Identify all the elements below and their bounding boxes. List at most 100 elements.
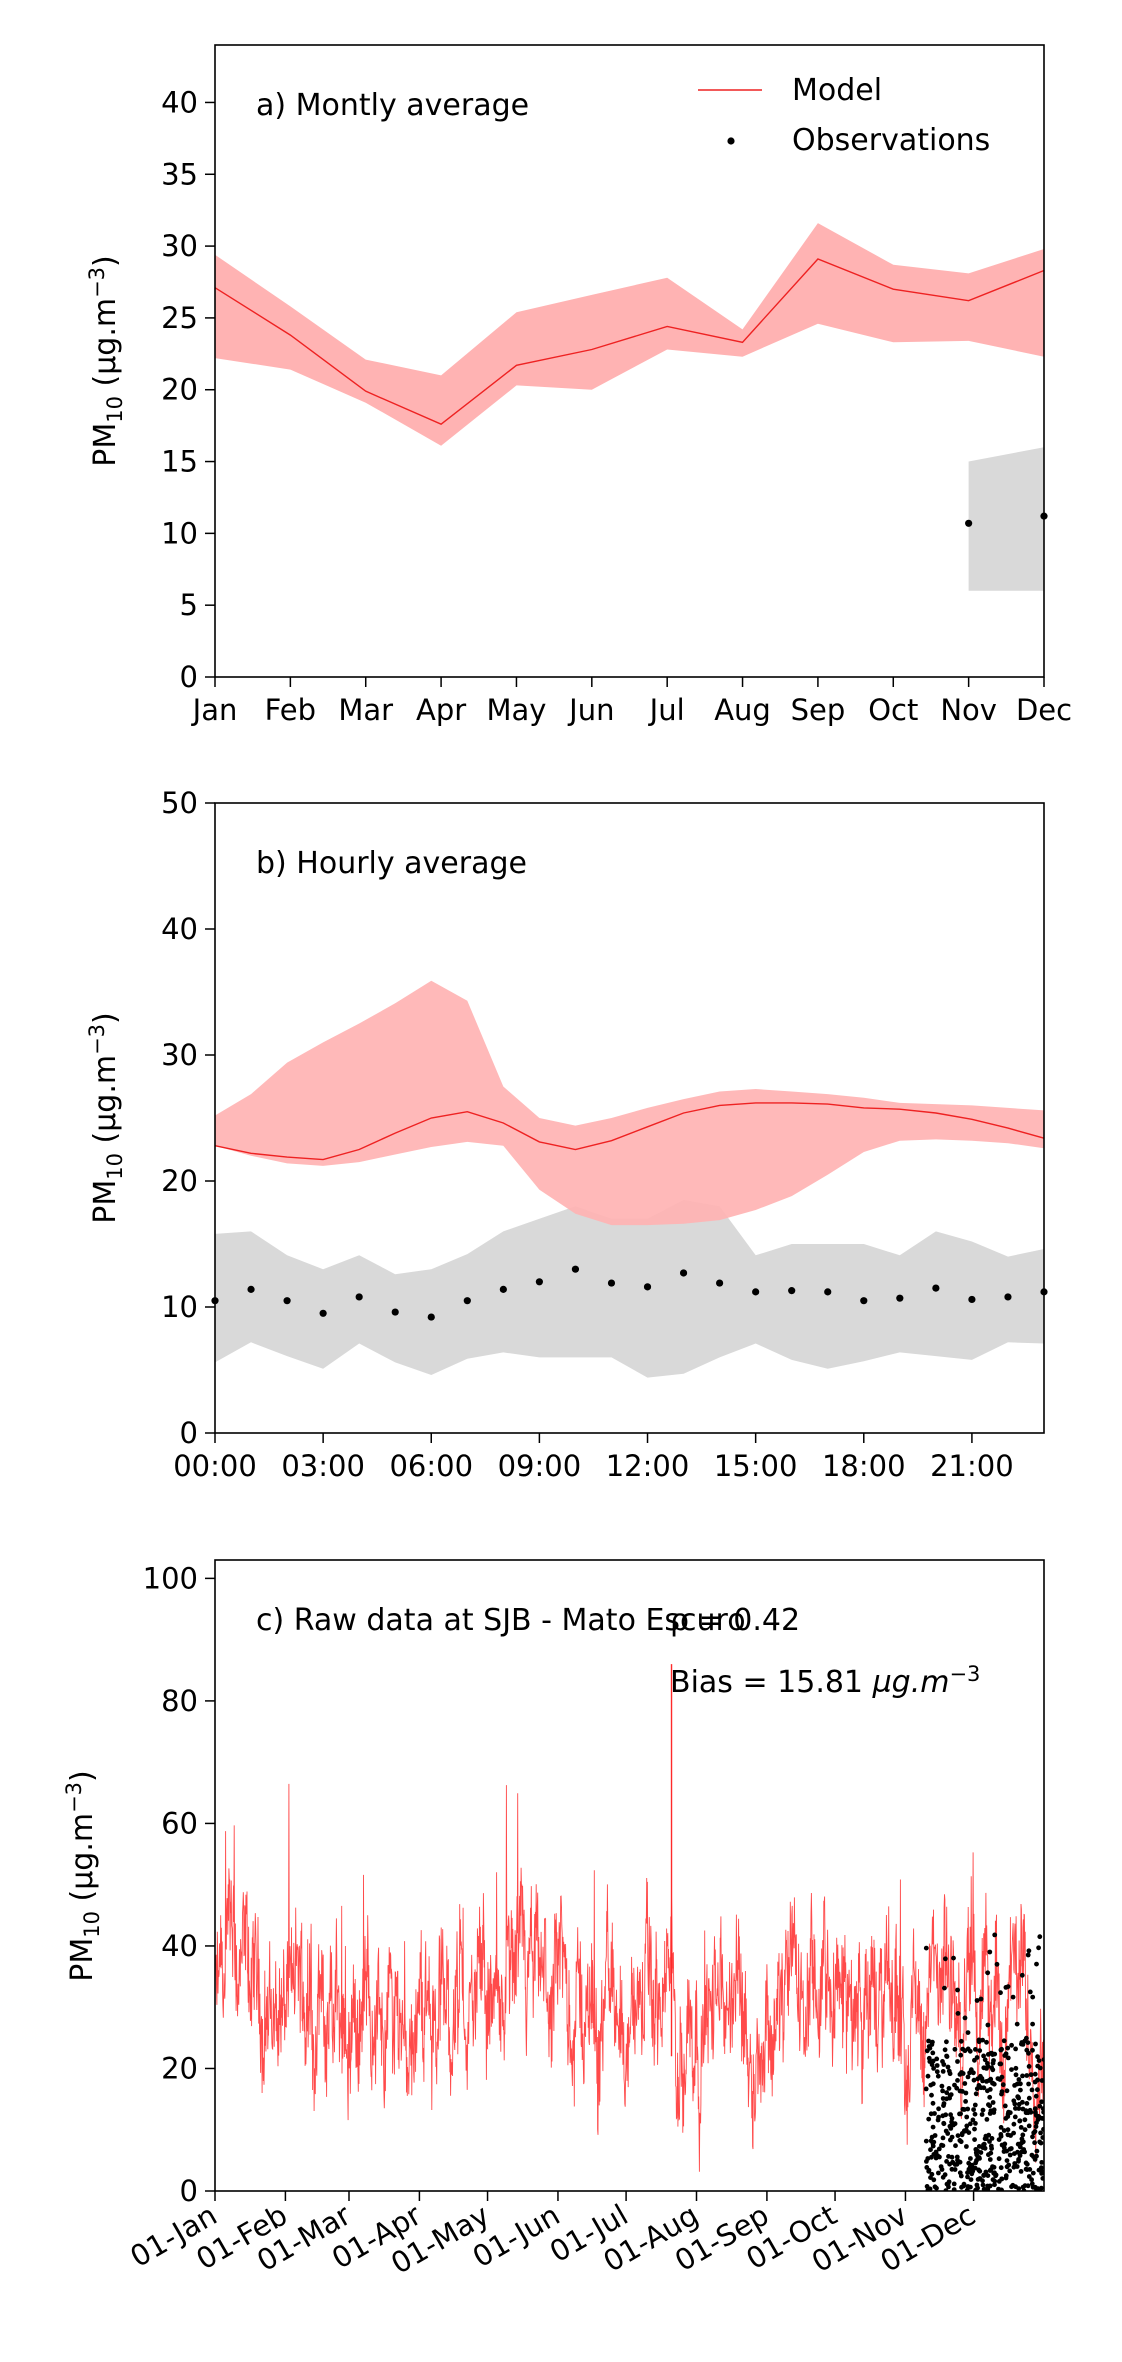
observation-point xyxy=(930,2050,936,2056)
panel-c-annotation: c) Raw data at SJB - Mato Escuro xyxy=(256,1603,746,1638)
observation-point xyxy=(1015,2149,1020,2155)
observation-point xyxy=(989,2136,995,2141)
panel-a-x-tick-label: Oct xyxy=(868,693,918,727)
observation-point xyxy=(934,2056,940,2062)
observation-point xyxy=(977,2156,982,2161)
panel-c-plot-area xyxy=(215,1664,1044,2191)
observation-point xyxy=(1038,2165,1044,2171)
observation-point xyxy=(1032,2071,1038,2077)
observation-point xyxy=(247,1285,255,1293)
panel-b-lines xyxy=(214,1102,1045,1161)
panel-a-x-tick-label: Jun xyxy=(567,693,614,727)
observation-point xyxy=(1040,2176,1044,2181)
observation-point xyxy=(957,2159,963,2165)
observation-point xyxy=(981,2186,987,2191)
observation-point xyxy=(940,2069,946,2074)
observation-point xyxy=(953,2143,958,2149)
observation-point xyxy=(1010,1994,1016,2000)
observation-point xyxy=(935,2073,941,2079)
observation-point xyxy=(944,2039,949,2045)
panel-hourly-average: 0 10 20 30 40 50 00:00 03:00 06:00 09:00 12:00 15:… xyxy=(85,786,1048,1483)
observation-point xyxy=(984,2117,990,2122)
observation-point xyxy=(499,1285,507,1293)
observation-point xyxy=(944,2159,949,2164)
observation-point xyxy=(964,2144,969,2149)
observation-point xyxy=(967,2048,973,2054)
observation-point xyxy=(1012,2101,1018,2107)
observation-point xyxy=(1035,2063,1041,2069)
observation-point xyxy=(1016,2106,1022,2111)
observation-point xyxy=(968,2156,973,2161)
panel-a-annotation: a) Montly average xyxy=(256,88,529,123)
observations-range-band xyxy=(968,447,1044,591)
panel-b-x-tick-label: 00:00 xyxy=(173,1449,257,1483)
panel-b-y-tick-label: 40 xyxy=(161,912,198,946)
observation-point xyxy=(1026,2081,1031,2087)
observation-point xyxy=(989,2146,994,2151)
observation-point xyxy=(999,2176,1005,2182)
observation-point xyxy=(1035,2087,1040,2093)
panel-b-x-tick-label: 03:00 xyxy=(281,1449,365,1483)
panel-b-x-tick-label: 15:00 xyxy=(714,1449,798,1483)
observation-point xyxy=(391,1308,399,1316)
observation-point xyxy=(1030,1994,1036,2000)
observation-point xyxy=(981,2053,986,2059)
panel-c-y-axis-label: PM10 (µg.m−3) xyxy=(62,1770,104,1982)
observation-point xyxy=(1003,2051,1009,2057)
observation-point xyxy=(973,2150,979,2156)
observation-point xyxy=(998,2133,1004,2139)
panel-b-x-ticks: 00:00 03:00 06:00 09:00 12:00 15:00 18:00 21:00 xyxy=(173,1433,1014,1483)
panel-c-observation-points xyxy=(923,1932,1044,2191)
observation-point xyxy=(965,2106,971,2112)
observation-point xyxy=(940,2143,946,2149)
observation-point xyxy=(957,2111,962,2117)
observation-point xyxy=(978,2085,984,2091)
observation-point xyxy=(931,2066,936,2071)
observation-point xyxy=(926,2168,932,2174)
observation-point xyxy=(607,1279,616,1287)
observation-point xyxy=(1018,2125,1024,2130)
observation-point xyxy=(946,2086,952,2091)
observation-point xyxy=(1037,2103,1043,2109)
observation-point xyxy=(965,2174,970,2180)
legend-observations-label: Observations xyxy=(792,123,990,158)
observation-point xyxy=(948,2112,953,2118)
observation-point xyxy=(1026,2095,1032,2101)
panel-b-y-tick-label: 50 xyxy=(161,786,198,820)
observation-point xyxy=(977,2176,983,2181)
observation-point xyxy=(962,2015,968,2021)
panel-a-y-axis-label: PM10 (µg.m−3) xyxy=(85,255,127,467)
observation-point xyxy=(932,1284,940,1292)
observation-point xyxy=(990,2080,996,2086)
observation-point xyxy=(974,1998,980,2003)
observation-point xyxy=(1028,2072,1034,2078)
observation-point xyxy=(1039,2115,1044,2121)
observation-point xyxy=(965,2074,971,2080)
observation-point xyxy=(824,1288,832,1296)
panel-a-y-tick-label: 0 xyxy=(180,660,198,694)
observation-point xyxy=(1024,2167,1030,2173)
panel-a-y-tick-label: 15 xyxy=(161,445,198,479)
observation-point xyxy=(1039,2171,1044,2176)
observation-point xyxy=(990,2060,996,2066)
observation-point xyxy=(1003,2173,1009,2179)
observation-point xyxy=(1025,2110,1031,2116)
panel-a-observation-points xyxy=(965,512,1048,527)
observation-point xyxy=(981,2141,987,2147)
observation-point xyxy=(1019,1972,1025,1978)
observation-point xyxy=(788,1287,796,1295)
panel-c-y-ticks: 0 20 40 60 80 100 xyxy=(143,1561,215,2208)
observation-point xyxy=(1011,2130,1016,2136)
model-line xyxy=(214,1102,1045,1161)
model-raw-line xyxy=(215,1783,1044,2172)
panel-b-x-tick-label: 18:00 xyxy=(822,1449,906,1483)
observation-point xyxy=(1035,2054,1040,2060)
panel-b-y-ticks: 0 10 20 30 40 50 xyxy=(161,786,215,1450)
panel-a-y-tick-label: 5 xyxy=(180,588,198,622)
observation-point xyxy=(936,2114,941,2120)
observation-point xyxy=(997,2061,1003,2067)
observation-point xyxy=(947,2123,953,2129)
observation-point xyxy=(1032,2140,1037,2146)
observation-point xyxy=(1033,2113,1039,2118)
observation-point xyxy=(952,2167,958,2172)
